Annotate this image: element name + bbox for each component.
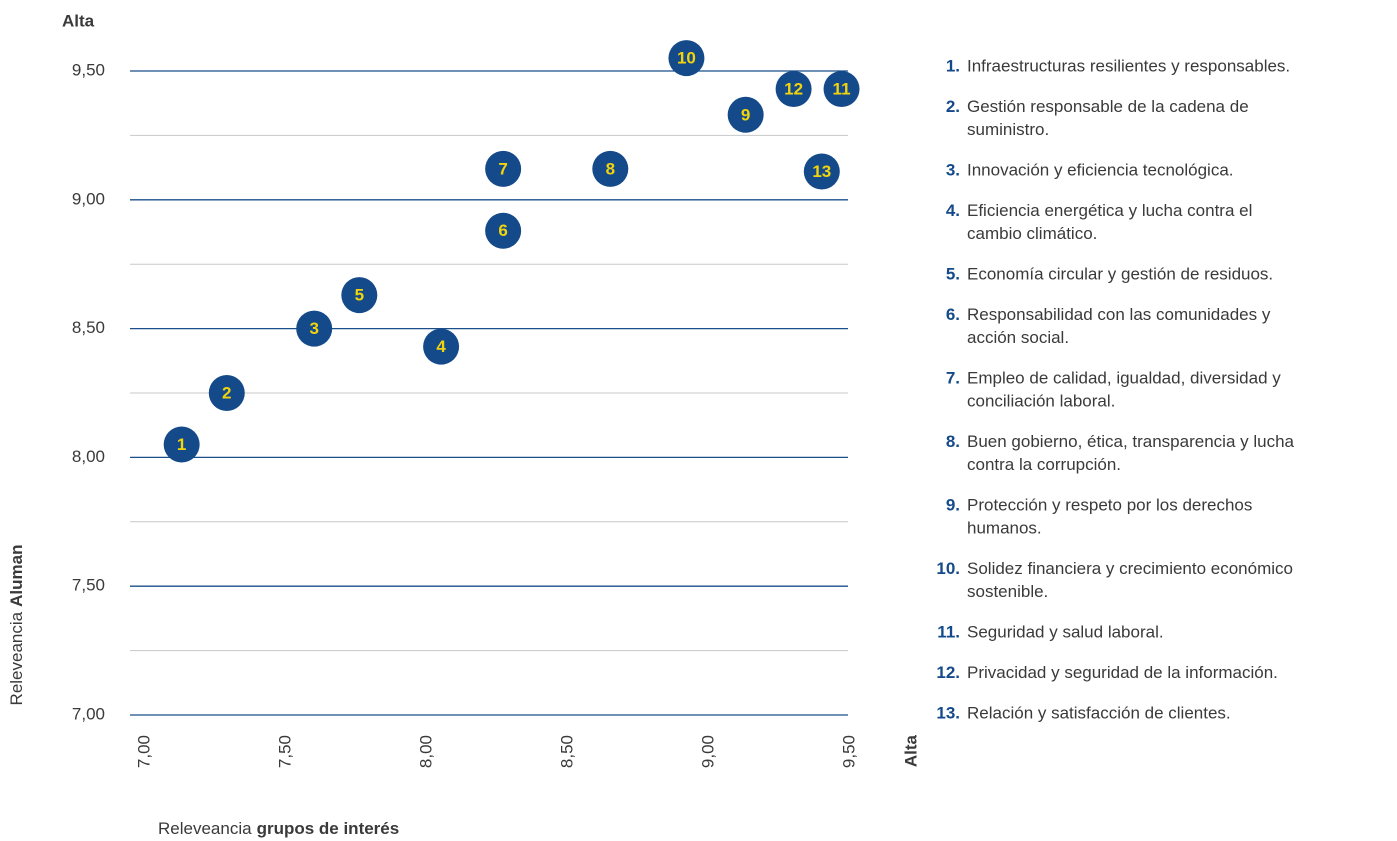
- x-axis-label-bold: grupos de interés: [257, 819, 400, 838]
- point: [208, 375, 245, 411]
- y-tick-label: 8,50: [72, 318, 105, 337]
- x-end-label: Alta: [901, 734, 920, 767]
- legend-number: 4.: [946, 201, 960, 220]
- point: [341, 277, 378, 314]
- legend-number: 8.: [946, 432, 960, 451]
- legend-text: Seguridad y salud laboral.: [967, 622, 1164, 641]
- y-tick-label: 7,00: [72, 704, 105, 723]
- x-tick-label: 8,00: [416, 735, 435, 768]
- point: [163, 426, 200, 463]
- y-top-label: Alta: [62, 11, 95, 30]
- legend-text: Innovación y eficiencia tecnológica.: [967, 160, 1234, 179]
- point-label: 5: [355, 286, 364, 305]
- point-label: 10: [677, 49, 696, 68]
- point: [485, 150, 522, 187]
- legend-text: sostenible.: [967, 582, 1048, 601]
- legend-number: 5.: [946, 264, 960, 283]
- x-axis-label: Releveancia grupos de interés: [158, 819, 399, 838]
- point: [296, 310, 333, 347]
- legend-text: humanos.: [967, 518, 1042, 537]
- legend-number: 1.: [946, 56, 960, 75]
- point: [668, 40, 705, 77]
- legend-text: Privacidad y seguridad de la información…: [967, 663, 1278, 682]
- point: [423, 328, 460, 365]
- legend-number: 2.: [946, 97, 960, 116]
- legend-text: Relación y satisfacción de clientes.: [967, 703, 1231, 722]
- point-label: 9: [741, 105, 750, 124]
- legend-text: Infraestructuras resilientes y responsab…: [967, 56, 1290, 75]
- legend-number: 6.: [946, 305, 960, 324]
- legend-text: suministro.: [967, 120, 1049, 139]
- point: [727, 96, 764, 133]
- legend-number: 7.: [946, 368, 960, 387]
- point: [803, 153, 840, 190]
- y-axis-label-bold: Aluman: [7, 545, 26, 607]
- point-label: 2: [222, 383, 231, 402]
- point-label: 6: [498, 221, 507, 240]
- legend-text: Solidez financiera y crecimiento económi…: [967, 559, 1293, 578]
- legend-text: Responsabilidad con las comunidades y: [967, 305, 1271, 324]
- legend-text: Buen gobierno, ética, transparencia y lu…: [967, 432, 1295, 451]
- y-axis-label-text: Releveancia: [7, 611, 26, 705]
- legend-number: 3.: [946, 160, 960, 179]
- legend-number: 11.: [937, 622, 960, 641]
- x-tick-label: 9,00: [698, 735, 717, 768]
- point: [592, 150, 629, 187]
- point-label: 1: [177, 435, 186, 454]
- x-axis-label-text: Releveancia: [158, 819, 252, 838]
- point-label: 7: [498, 159, 507, 178]
- point: [775, 71, 812, 108]
- point-label: 13: [812, 162, 831, 181]
- y-tick-label: 7,50: [72, 576, 105, 595]
- legend-number: 13.: [936, 703, 960, 722]
- legend-text: acción social.: [967, 328, 1069, 347]
- legend-text: cambio climático.: [967, 224, 1097, 243]
- legend-text: Eficiencia energética y lucha contra el: [967, 201, 1252, 220]
- legend-number: 9.: [946, 495, 960, 514]
- x-tick-label: 9,50: [839, 735, 858, 768]
- point-label: 8: [606, 159, 615, 178]
- legend-number: 12.: [936, 663, 960, 682]
- point-label: 11: [833, 80, 851, 99]
- point-label: 4: [436, 337, 446, 356]
- x-tick-label: 8,50: [557, 735, 576, 768]
- legend-number: 10.: [936, 559, 960, 578]
- legend-text: Protección y respeto por los derechos: [967, 495, 1252, 514]
- y-tick-label: 9,50: [72, 60, 105, 79]
- legend-text: Gestión responsable de la cadena de: [967, 97, 1249, 116]
- y-axis-label: Releveancia Aluman: [7, 545, 26, 706]
- x-tick-label: 7,00: [134, 735, 153, 768]
- legend-text: conciliación laboral.: [967, 391, 1115, 410]
- legend-text: Economía circular y gestión de residuos.: [967, 264, 1273, 283]
- point: [485, 212, 522, 249]
- point: [823, 71, 860, 108]
- point-label: 12: [784, 80, 803, 99]
- legend-text: Empleo de calidad, igualdad, diversidad …: [967, 368, 1281, 387]
- y-tick-label: 8,00: [72, 447, 105, 466]
- point-label: 3: [309, 319, 318, 338]
- y-tick-label: 9,00: [72, 189, 105, 208]
- legend-text: contra la corrupción.: [967, 455, 1121, 474]
- x-tick-label: 7,50: [275, 735, 294, 768]
